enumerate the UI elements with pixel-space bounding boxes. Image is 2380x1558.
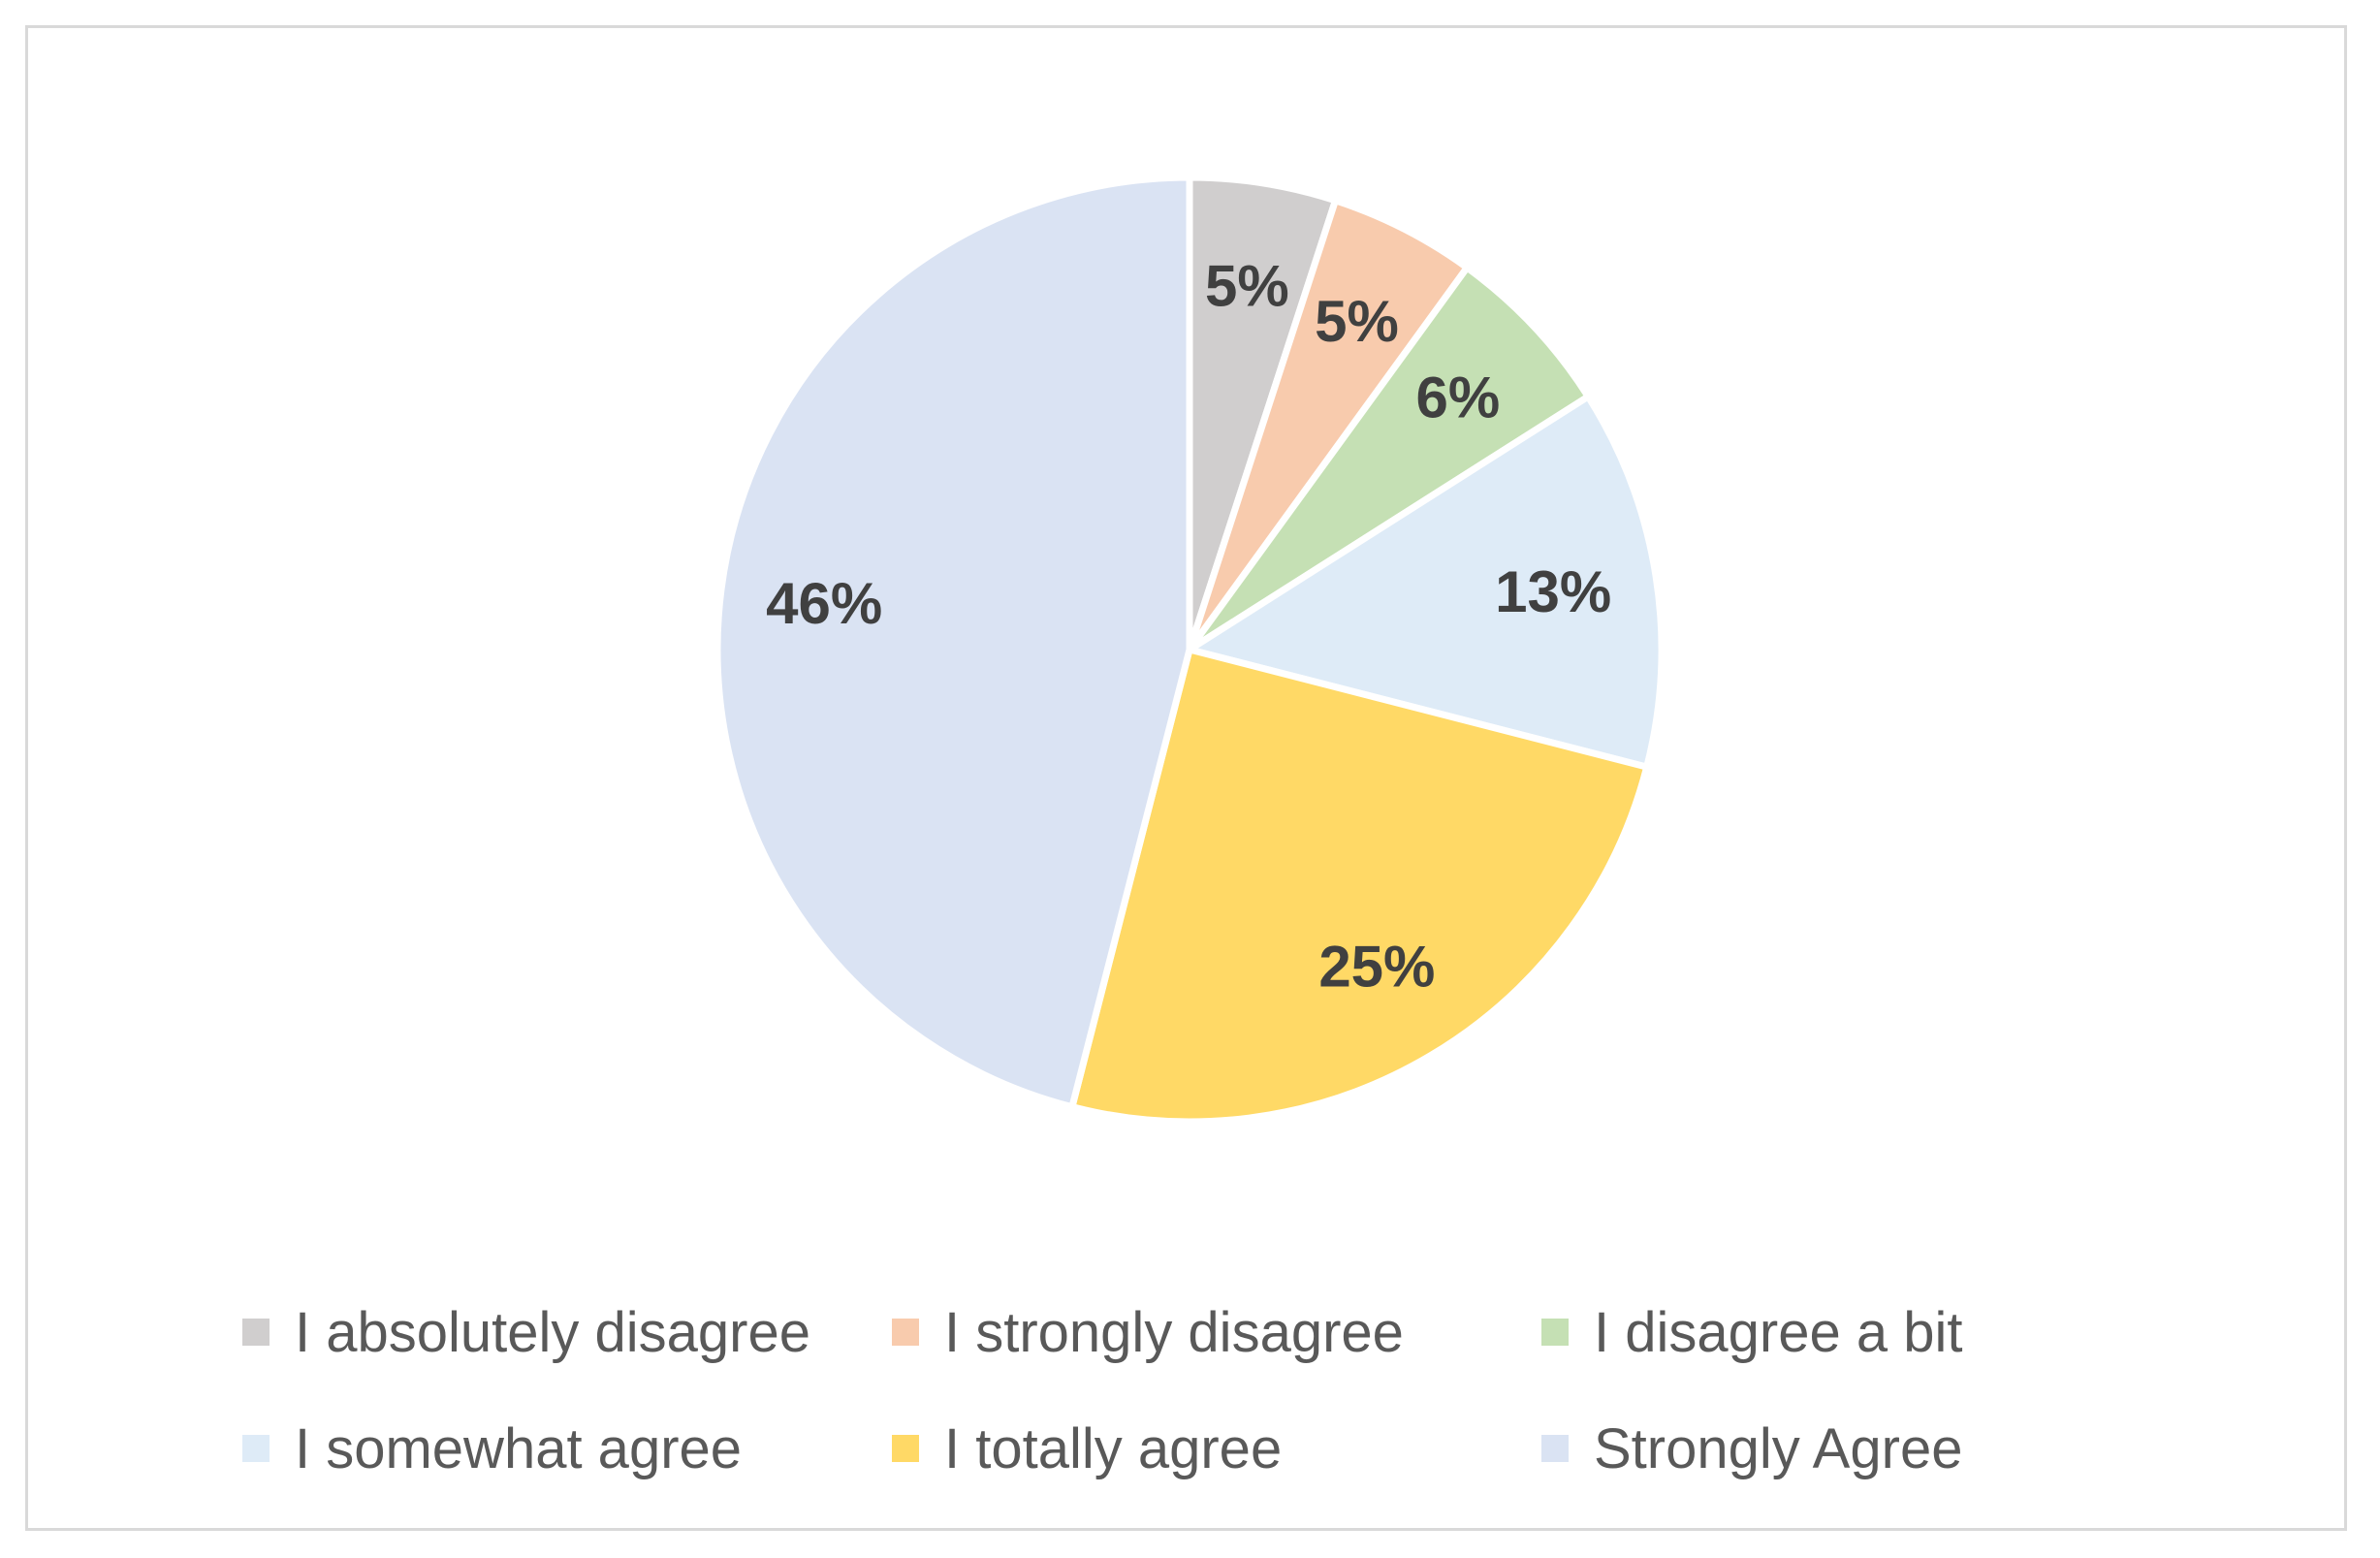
data-label-i-strongly-disagree: 5% — [1315, 289, 1399, 354]
pie-slice-i-somewhat-agree — [1186, 393, 1666, 771]
data-label-i-absolutely-disagree: 5% — [1205, 253, 1289, 318]
data-label-i-disagree-a-bit: 6% — [1416, 365, 1501, 429]
data-label-i-somewhat-agree: 13% — [1495, 559, 1611, 624]
pie-slice-i-disagree-a-bit — [1186, 264, 1592, 653]
data-label-i-totally-agree: 25% — [1318, 934, 1435, 999]
pie-data-labels: 5% 5% 6% 13% 25% 46% — [766, 253, 1611, 999]
pie-slices — [714, 174, 1666, 1126]
pie-slice-strongly-agree — [714, 174, 1193, 1111]
pie-slice-i-totally-agree — [1068, 646, 1651, 1126]
data-label-strongly-agree: 46% — [766, 571, 882, 636]
